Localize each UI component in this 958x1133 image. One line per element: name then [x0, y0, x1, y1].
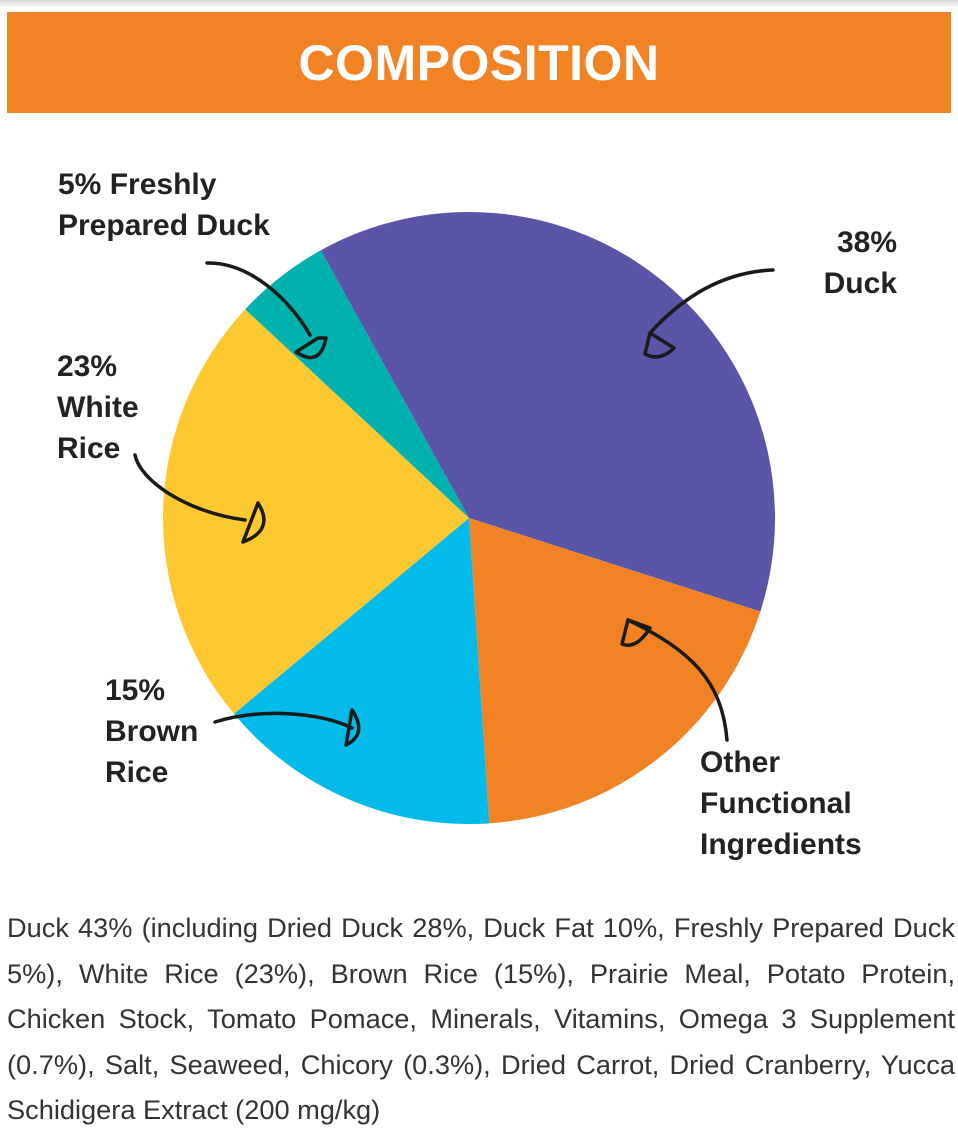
label-other-functional: Other Functional Ingredients [700, 742, 862, 865]
label-duck: 38% Duck [815, 222, 897, 304]
label-fresh-duck-line2: Prepared Duck [58, 209, 270, 242]
label-other-line1: Other [700, 746, 781, 779]
arrow-duck [648, 268, 775, 335]
label-brown-rice-line1: 15% [105, 674, 166, 707]
arrowhead-fresh-duck [294, 336, 328, 360]
arrow-white-rice [133, 453, 247, 522]
label-white-rice-line2: White [57, 391, 139, 424]
arrow-fresh-duck [205, 261, 312, 337]
page-title: COMPOSITION [298, 34, 660, 91]
composition-header: COMPOSITION [7, 12, 951, 113]
label-brown-rice-line2: Brown [105, 715, 199, 748]
label-white-rice-line1: 23% [57, 350, 118, 383]
label-duck-line2: Duck [823, 267, 897, 300]
arrowhead-duck [643, 331, 676, 359]
pie-slice-38-duck [320, 212, 775, 612]
top-border [0, 0, 958, 8]
pie-slice-5-freshly-prepared-duck [245, 250, 469, 518]
arrowhead-white-rice [241, 501, 266, 544]
label-duck-line1: 38% [836, 226, 897, 259]
label-brown-rice-line3: Rice [105, 756, 169, 789]
label-other-line3: Ingredients [700, 828, 862, 861]
pie-slice-23-white-rice [163, 309, 469, 714]
pie-slice-15-brown-rice [233, 518, 490, 825]
arrowhead-other [620, 618, 652, 647]
pie-slice-other-functional-ingredients [469, 518, 761, 824]
ingredients-description: Duck 43% (including Dried Duck 28%, Duck… [7, 912, 955, 1125]
arrow-brown-rice [213, 711, 354, 730]
label-white-rice: 23% White Rice [57, 346, 139, 469]
label-fresh-duck: 5% Freshly Prepared Duck [58, 164, 270, 246]
label-brown-rice: 15% Brown Rice [105, 670, 198, 793]
arrowhead-brown-rice [344, 708, 361, 747]
label-fresh-duck-line1: 5% Freshly [58, 168, 217, 201]
label-white-rice-line3: Rice [57, 432, 121, 465]
label-other-line2: Functional [700, 787, 852, 820]
